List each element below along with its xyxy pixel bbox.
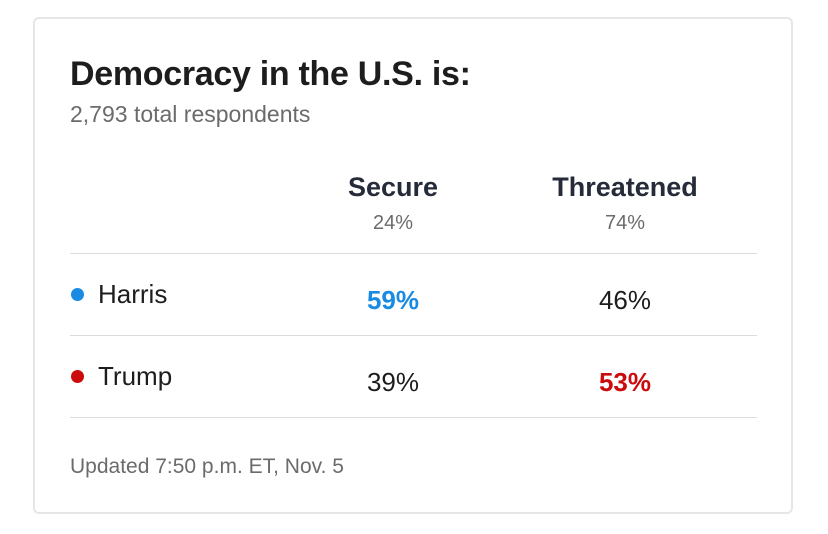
column-share-secure: 24% <box>372 212 414 234</box>
harris-threatened-value: 46% <box>598 285 652 315</box>
chart-subtitle: 2,793 total respondents <box>70 101 311 127</box>
harris-dot <box>71 288 84 301</box>
trump-threatened-value: 53% <box>598 367 652 397</box>
trump-dot <box>71 370 84 383</box>
updated-timestamp: Updated 7:50 p.m. ET, Nov. 5 <box>70 455 344 478</box>
row-label-trump: Trump <box>98 361 173 391</box>
poll-card <box>33 17 793 514</box>
trump-secure-value: 39% <box>366 367 420 397</box>
chart-title: Democracy in the U.S. is: <box>70 55 471 93</box>
row-divider <box>70 335 757 336</box>
header-divider <box>70 253 757 254</box>
column-header-secure: Secure <box>347 172 439 202</box>
column-header-threatened: Threatened <box>552 172 698 202</box>
table-bottom-divider <box>70 417 757 418</box>
row-label-harris: Harris <box>98 279 168 309</box>
harris-secure-value: 59% <box>366 285 420 315</box>
column-share-threatened: 74% <box>604 212 646 234</box>
